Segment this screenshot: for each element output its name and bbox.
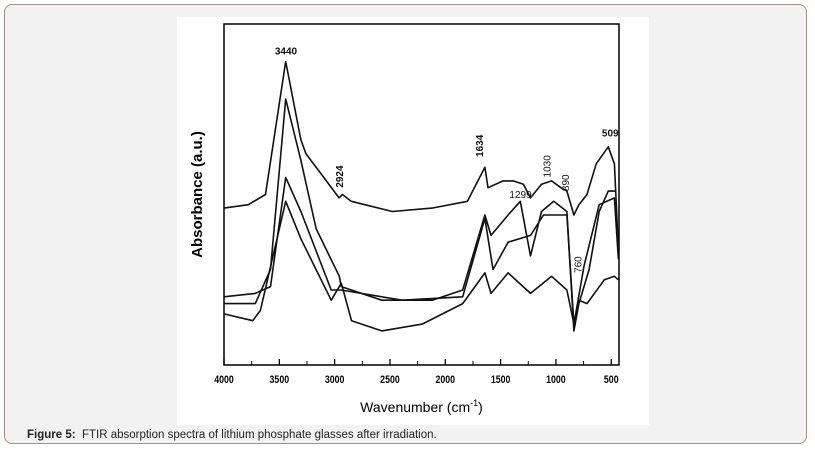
x-tick-label: 2000 xyxy=(436,374,456,386)
x-tick-label: 1500 xyxy=(491,374,511,386)
x-axis-label-superscript: -1 xyxy=(470,398,478,408)
x-axis-label: Wavenumber (cm-1) xyxy=(360,398,483,415)
y-axis-label: Absorbance (a.u.) xyxy=(189,131,206,258)
x-axis-label-end: ) xyxy=(478,399,483,415)
peak-annotation: 1030 xyxy=(542,155,553,178)
x-tick-label: 3500 xyxy=(270,374,290,386)
plot-frame xyxy=(223,23,620,366)
spectrum-line xyxy=(223,176,620,325)
spectrum-line xyxy=(223,60,620,250)
figure-card: 4000 3500 3000 2500 2000 1500 1000 500 Wavenumbe… xyxy=(4,4,807,444)
peak-annotation: 890 xyxy=(561,174,572,191)
x-tick-label: 1000 xyxy=(546,374,566,386)
ftir-chart: 4000 3500 3000 2500 2000 1500 1000 500 Wavenumbe… xyxy=(189,23,620,415)
peak-annotation: 2924 xyxy=(335,165,346,188)
figure-panel: 4000 3500 3000 2500 2000 1500 1000 500 Wavenumbe… xyxy=(177,17,649,425)
peak-annotation: 3440 xyxy=(275,47,298,58)
x-tick-label: 2500 xyxy=(380,374,400,386)
caption-text: FTIR absorption spectra of lithium phosp… xyxy=(81,429,437,441)
figure-caption: Figure 5: FTIR absorption spectra of lit… xyxy=(27,429,437,441)
peak-annotation: 1299 xyxy=(509,190,532,201)
x-tick-label: 4000 xyxy=(214,374,234,386)
spectrum-line xyxy=(223,200,619,332)
peak-annotation: 760 xyxy=(573,256,584,273)
caption-label: Figure 5: xyxy=(27,429,76,441)
peak-annotation: 509 xyxy=(602,129,619,140)
x-tick-label: 3000 xyxy=(325,374,345,386)
peak-annotation: 1634 xyxy=(475,134,486,157)
x-tick-label: 500 xyxy=(604,374,619,386)
